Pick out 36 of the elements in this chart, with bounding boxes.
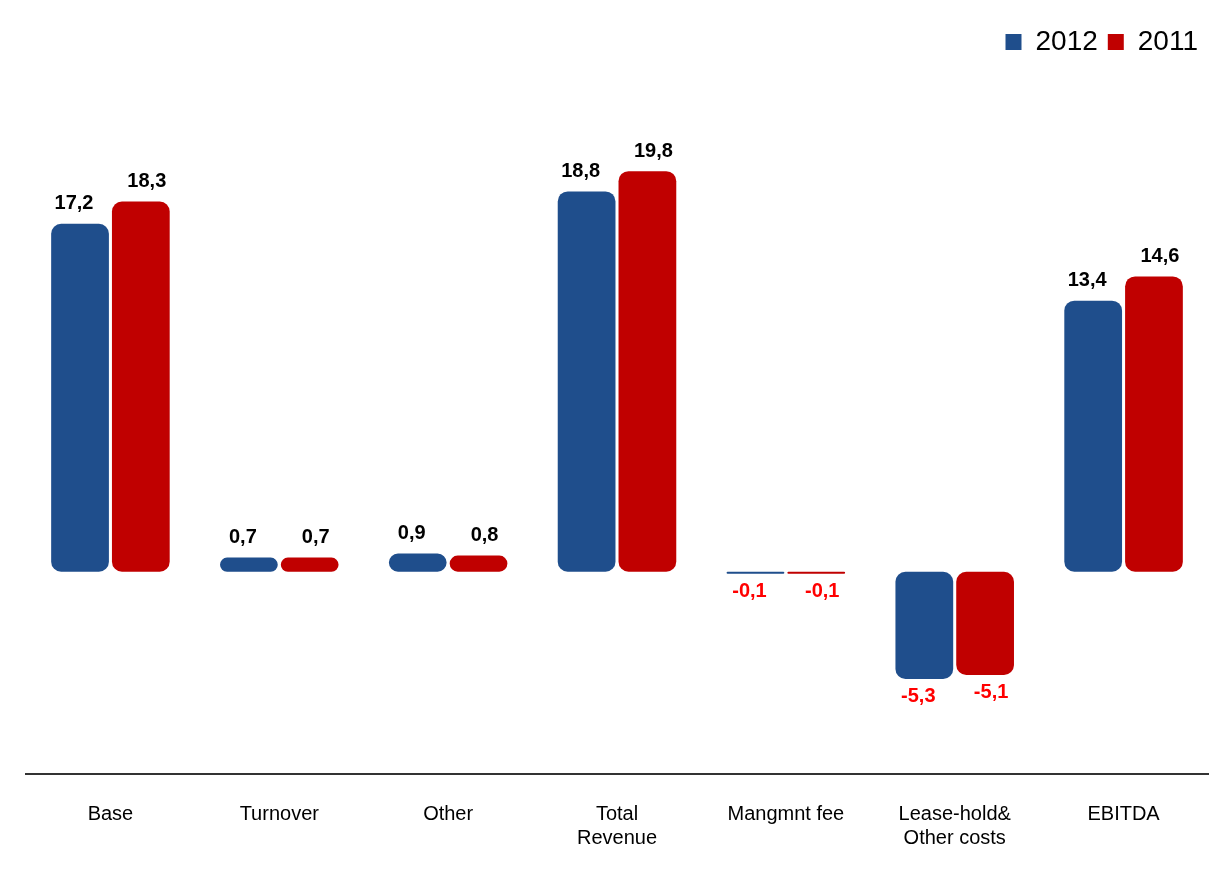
- bar: [557, 191, 616, 572]
- bar: [1125, 276, 1183, 572]
- bar: [449, 555, 508, 572]
- bar: [726, 571, 785, 574]
- data-label: 13,4: [1067, 268, 1108, 291]
- data-label: 18,3: [127, 169, 167, 192]
- x-tick-label: Lease-hold& Other costs: [898, 801, 1012, 848]
- bar: [51, 223, 109, 572]
- data-label: 18,8: [561, 158, 601, 181]
- data-label: 0,7: [228, 525, 257, 548]
- bar: [220, 557, 278, 572]
- x-tick-label: Turnover: [239, 801, 320, 824]
- legend-label: 2012: [1035, 24, 1098, 56]
- data-label: -5,3: [901, 684, 936, 707]
- data-label: 19,8: [633, 138, 673, 161]
- x-tick-label: Total Revenue: [576, 801, 658, 848]
- data-label: 17,2: [54, 191, 94, 214]
- data-label: -0,1: [732, 579, 767, 602]
- bar: [111, 201, 170, 572]
- x-tick-label: Base: [87, 801, 134, 824]
- data-label: 0,9: [397, 521, 426, 544]
- data-label: -0,1: [805, 579, 840, 602]
- x-tick-label: Mangmnt fee: [727, 801, 845, 824]
- bar: [956, 571, 1014, 675]
- bar: [787, 571, 846, 574]
- bar: [1064, 300, 1123, 572]
- bar: [895, 571, 954, 679]
- x-tick-label: EBITDA: [1087, 801, 1161, 824]
- data-label: -5,1: [973, 680, 1009, 703]
- bar: [618, 171, 677, 572]
- data-label: 0,7: [301, 525, 330, 548]
- data-label: 0,8: [470, 523, 499, 546]
- x-tick-label: Other: [423, 801, 474, 824]
- data-label: 14,6: [1140, 243, 1180, 266]
- legend-label: 2011: [1137, 24, 1199, 56]
- bar: [280, 557, 339, 572]
